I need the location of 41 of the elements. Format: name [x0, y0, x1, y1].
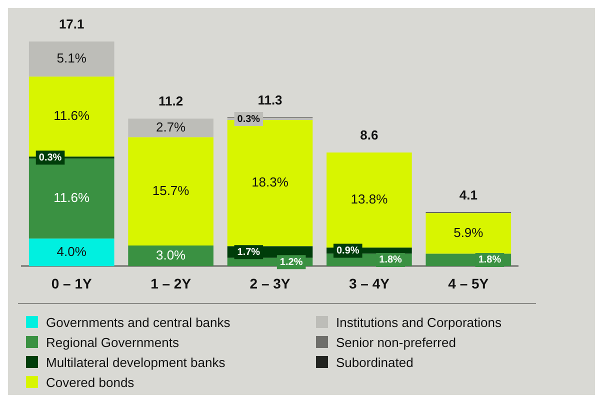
- data-label: 18.3%: [252, 174, 289, 190]
- legend-label: Subordinated: [336, 354, 414, 370]
- data-label: 1.8%: [478, 254, 502, 266]
- data-label: 1.2%: [280, 256, 303, 268]
- annotation: 11.3: [258, 92, 282, 108]
- data-label: 5.9%: [454, 225, 484, 240]
- data-label: 11.6%: [54, 190, 90, 206]
- legend-label: Senior non-preferred: [336, 334, 456, 350]
- legend-label: Governments and central banks: [46, 314, 230, 330]
- bar: [128, 118, 214, 138]
- bar: [128, 246, 214, 266]
- data-label: 0.3%: [38, 152, 62, 164]
- annotation: 4.1: [459, 188, 478, 202]
- bar: [28, 41, 114, 77]
- data-label: 3.0%: [156, 247, 186, 262]
- legend-label: Multilateral development banks: [46, 354, 226, 370]
- annotation: 11.2: [158, 94, 184, 109]
- bar: [426, 213, 512, 254]
- bar: [326, 152, 412, 248]
- legend-label: Covered bonds: [46, 374, 134, 390]
- x-tick-label: 1 – 2Y: [150, 275, 192, 292]
- legend-label: Regional Governments: [46, 334, 179, 350]
- data-label: 1.8%: [379, 254, 402, 266]
- x-tick-label: 2 – 3Y: [250, 275, 291, 292]
- data-label: 4.0%: [56, 244, 87, 259]
- x-tick-label: 0 – 1Y: [51, 275, 92, 292]
- x-tick-label: 3 – 4Y: [348, 275, 390, 292]
- legend-label: Institutions and Corporations: [336, 314, 502, 330]
- data-label: 13.8%: [350, 192, 388, 207]
- annotation: 17.1: [58, 16, 84, 32]
- data-label: 5.1%: [56, 50, 87, 66]
- data-label: 15.7%: [152, 182, 190, 198]
- data-label: 2.7%: [156, 120, 186, 135]
- data-label: 11.6%: [54, 108, 90, 124]
- x-tick-label: 4 – 5Y: [448, 275, 490, 292]
- bar: [128, 137, 214, 246]
- bar: [28, 238, 114, 266]
- data-label: 0.9%: [336, 245, 360, 256]
- data-label: 1.7%: [237, 246, 260, 258]
- data-label: 0.3%: [237, 114, 260, 125]
- annotation: 8.6: [360, 128, 378, 143]
